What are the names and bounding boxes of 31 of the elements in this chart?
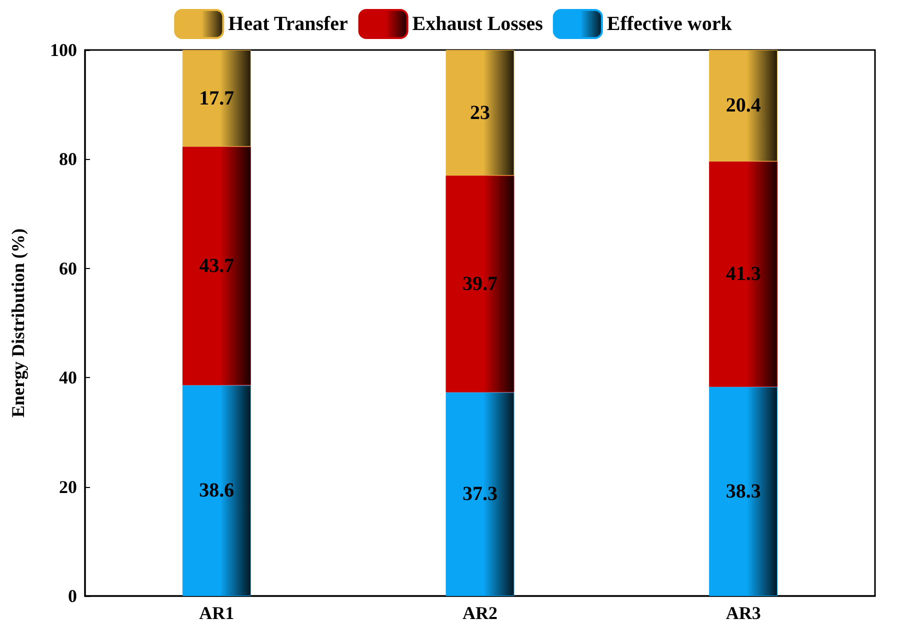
bar <box>709 50 778 162</box>
bar <box>709 161 778 387</box>
x-tick-label: AR2 <box>462 603 498 623</box>
data-label: 43.7 <box>199 254 234 277</box>
y-tick-label: 100 <box>50 40 77 60</box>
data-label: 17.7 <box>199 87 234 110</box>
bar <box>709 386 778 596</box>
y-tick-label: 60 <box>59 258 77 278</box>
y-tick-label: 80 <box>59 149 77 170</box>
y-tick-label: 40 <box>59 368 77 388</box>
data-label: 41.3 <box>726 263 761 286</box>
data-label: 37.3 <box>462 483 498 506</box>
bar <box>182 385 251 596</box>
bar <box>182 50 251 147</box>
data-label: 38.3 <box>726 480 761 502</box>
y-tick-label: 20 <box>59 476 77 497</box>
y-axis-title: Energy Distribution (%) <box>8 228 28 418</box>
bar <box>446 50 514 176</box>
data-label: 23 <box>470 102 490 124</box>
x-tick-label: AR3 <box>726 603 761 623</box>
legend-label: Effective work <box>606 13 733 35</box>
data-label: 39.7 <box>462 272 498 295</box>
bar <box>182 146 251 386</box>
x-tick-label: AR1 <box>199 603 234 623</box>
bar <box>446 392 514 596</box>
data-label: 20.4 <box>726 94 761 117</box>
legend-label: Heat Transfer <box>228 13 348 35</box>
bar <box>446 176 514 392</box>
y-tick-label: 0 <box>68 586 77 606</box>
legend-label: Exhaust Losses <box>412 13 544 35</box>
data-label: 38.6 <box>199 480 234 502</box>
